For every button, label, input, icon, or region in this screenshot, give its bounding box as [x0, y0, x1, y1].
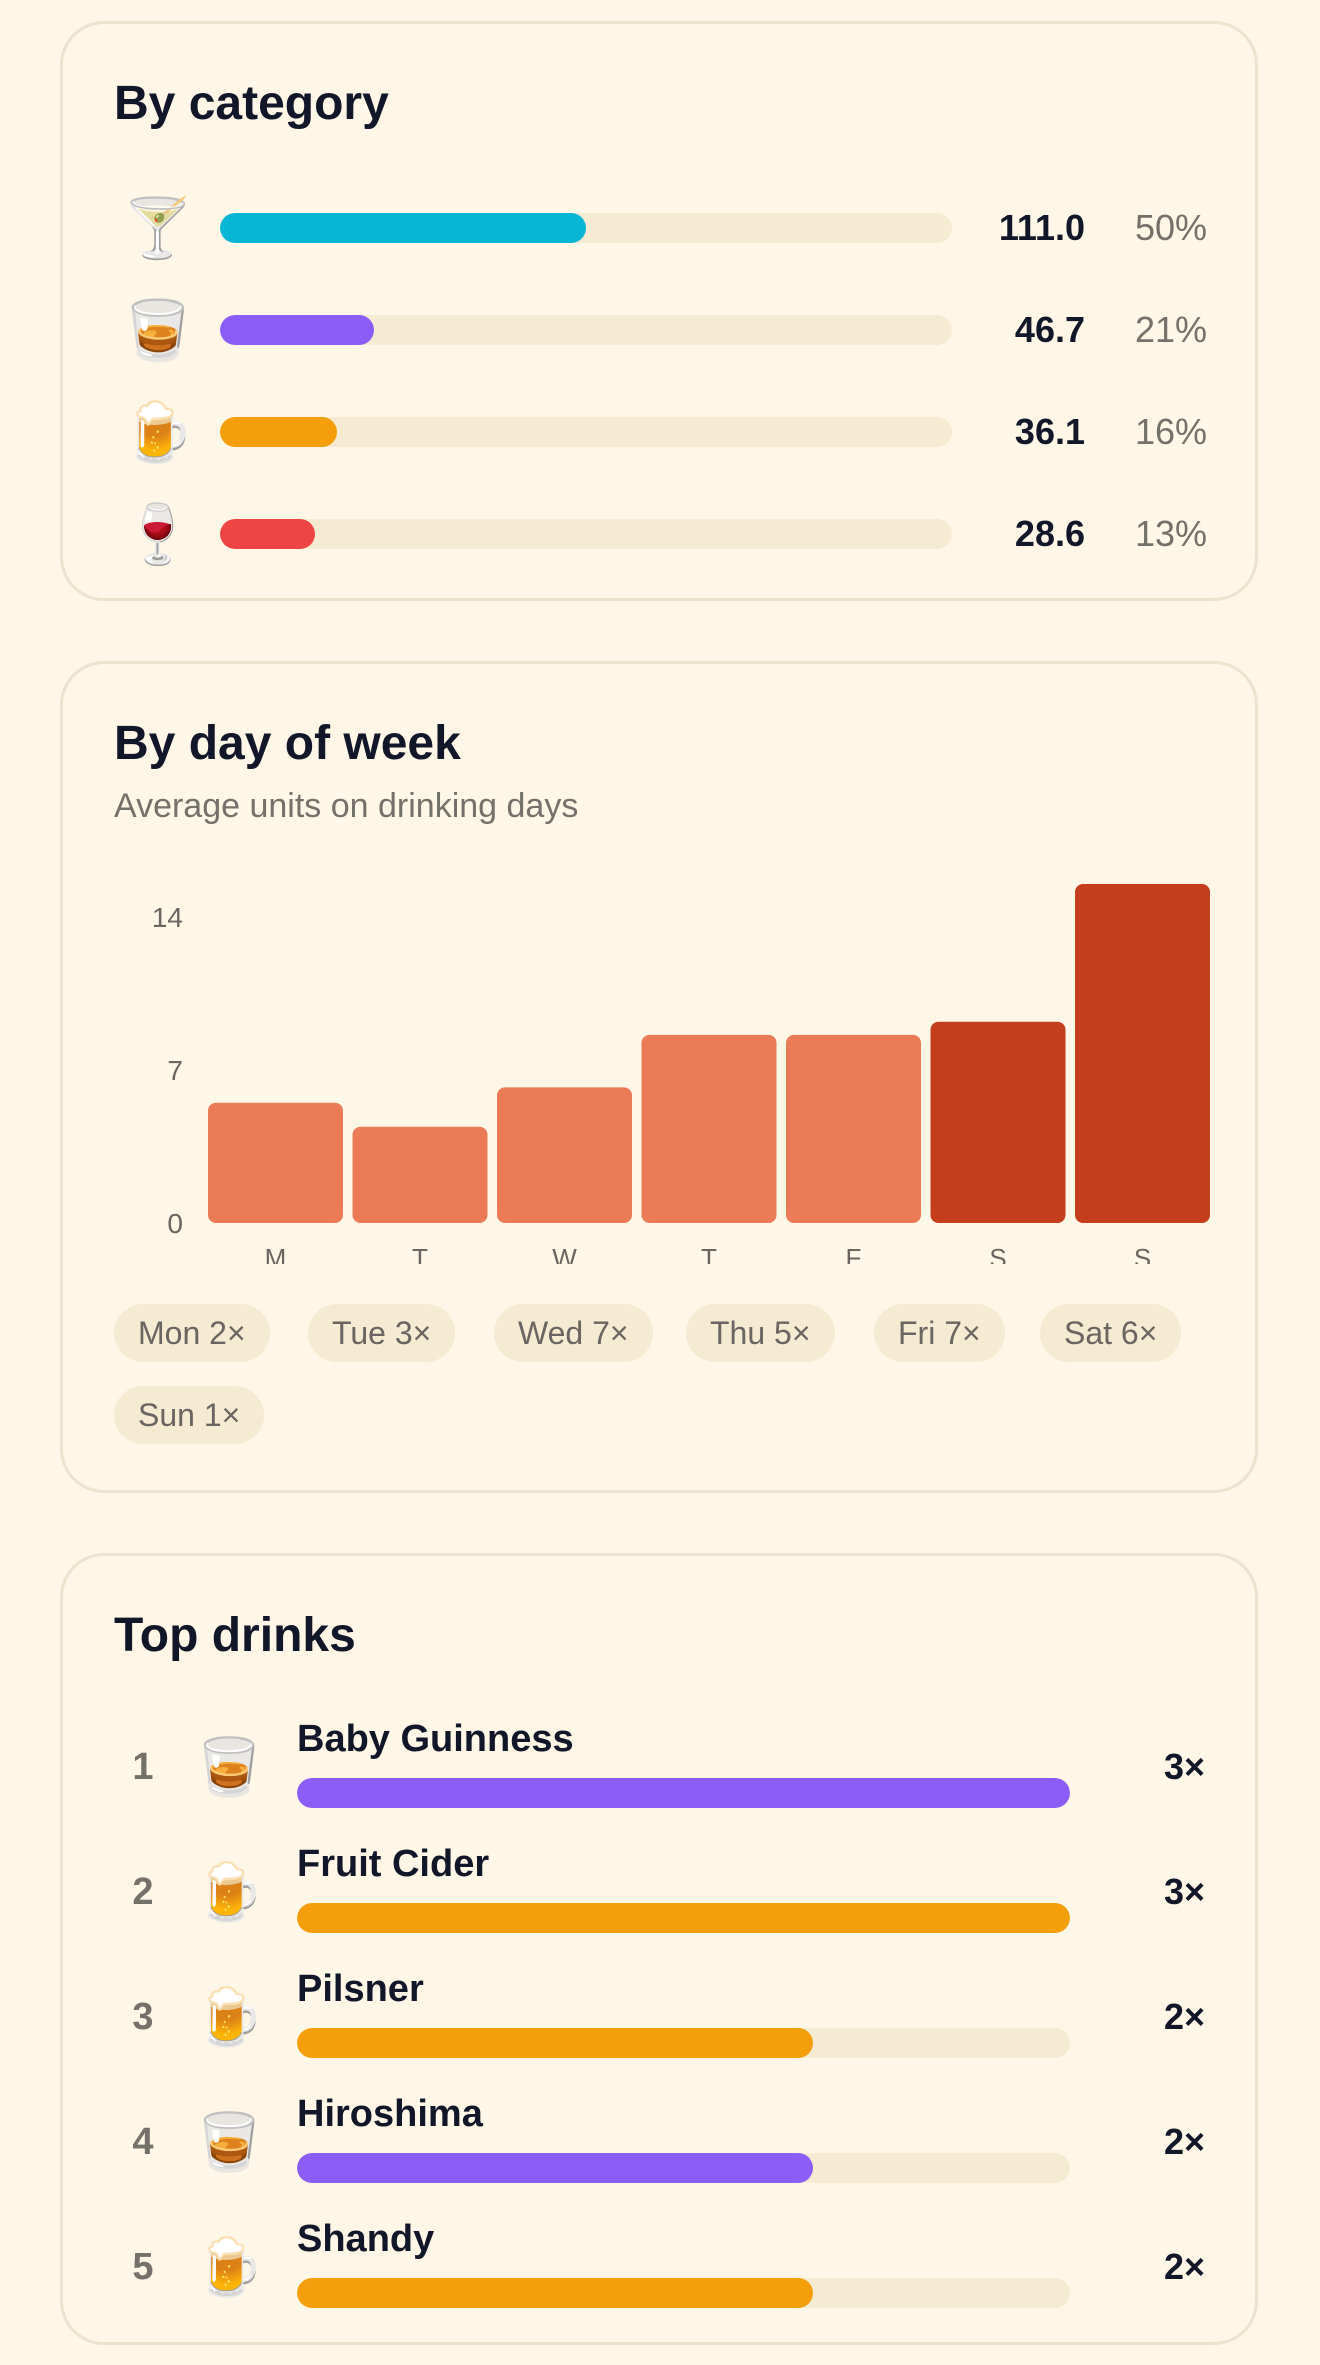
drink-name: Pilsner — [297, 1968, 424, 2010]
drink-count: 2× — [1163, 2246, 1205, 2287]
top-drink-row[interactable]: 1 🥃 Baby Guinness 3× — [63, 1706, 1255, 1816]
category-bar-track — [220, 315, 952, 345]
category-row: 🍷 28.6 13% — [63, 494, 1255, 574]
category-row: 🥃 46.7 21% — [63, 290, 1255, 370]
rank-number: 3 — [132, 1996, 154, 2038]
drink-bar-track — [297, 2028, 1070, 2058]
beer-mug-icon: 🍺 — [194, 1985, 264, 2050]
y-tick-label: 14 — [152, 902, 183, 933]
day-chip: Fri 7× — [874, 1304, 1005, 1362]
drink-bar-track — [297, 2278, 1070, 2308]
top-drinks-card: Top drinks 1 🥃 Baby Guinness 3× 2 🍺 Frui… — [60, 1553, 1258, 2345]
top-drink-row[interactable]: 3 🍺 Pilsner 2× — [63, 1956, 1255, 2066]
drink-bar-fill — [297, 1903, 1070, 1933]
category-row: 🍺 36.1 16% — [63, 392, 1255, 472]
day-bar — [208, 1102, 343, 1223]
drink-bar-fill — [297, 2278, 813, 2308]
whisky-tumbler-icon: 🥃 — [194, 1735, 264, 1800]
day-bar — [1075, 884, 1210, 1223]
drink-bar-track — [297, 2153, 1070, 2183]
category-bar-fill — [220, 519, 316, 549]
category-percent: 21% — [1134, 309, 1207, 350]
category-value: 46.7 — [1014, 309, 1085, 350]
day-chip: Mon 2× — [114, 1304, 270, 1362]
day-of-week-card: By day of week Average units on drinking… — [60, 661, 1258, 1493]
day-bar — [786, 1034, 921, 1223]
rank-number: 1 — [132, 1746, 154, 1788]
day-chip: Sat 6× — [1040, 1304, 1182, 1362]
day-chip: Wed 7× — [494, 1304, 653, 1362]
drink-bar-track — [297, 1778, 1070, 1808]
category-percent: 13% — [1134, 513, 1207, 554]
y-tick-label: 7 — [167, 1055, 183, 1086]
category-percent: 50% — [1134, 207, 1207, 248]
beer-mug-icon: 🍺 — [194, 2235, 264, 2300]
drink-name: Shandy — [297, 2218, 435, 2260]
x-tick-label: T — [412, 1243, 428, 1264]
category-value: 36.1 — [1014, 411, 1085, 452]
x-tick-label: W — [552, 1243, 577, 1264]
drink-bar-fill — [297, 2028, 813, 2058]
day-of-week-title: By day of week — [114, 717, 461, 770]
category-bar-fill — [220, 417, 338, 447]
x-tick-label: S — [1134, 1243, 1151, 1264]
rank-number: 5 — [132, 2246, 154, 2288]
wine-glass-icon: 🍷 — [121, 500, 195, 568]
day-chip: Sun 1× — [114, 1386, 265, 1444]
drink-name: Baby Guinness — [297, 1718, 574, 1760]
top-drink-row[interactable]: 2 🍺 Fruit Cider 3× — [63, 1831, 1255, 1941]
drink-count: 3× — [1163, 1746, 1205, 1787]
drink-bar-fill — [297, 1778, 1070, 1808]
category-bar-track — [220, 519, 952, 549]
day-chip: Thu 5× — [686, 1304, 835, 1362]
whisky-tumbler-icon: 🥃 — [121, 296, 195, 364]
category-bar-track — [220, 417, 952, 447]
y-tick-label: 0 — [167, 1208, 183, 1239]
rank-number: 4 — [132, 2121, 154, 2163]
drink-count: 2× — [1163, 1996, 1205, 2037]
top-drinks-title: Top drinks — [114, 1609, 356, 1662]
day-bar — [930, 1021, 1066, 1223]
day-of-week-subtitle: Average units on drinking days — [114, 787, 579, 825]
category-value: 28.6 — [1014, 513, 1085, 554]
day-bar — [352, 1126, 488, 1223]
category-value: 111.0 — [998, 207, 1085, 248]
drink-count: 3× — [1163, 1871, 1205, 1912]
drink-count: 2× — [1163, 2121, 1205, 2162]
x-tick-label: M — [265, 1243, 287, 1264]
category-title: By category — [114, 77, 389, 130]
top-drink-row[interactable]: 5 🍺 Shandy 2× — [63, 2206, 1255, 2316]
category-row: 🍸 111.0 50% — [63, 188, 1255, 268]
top-drink-row[interactable]: 4 🥃 Hiroshima 2× — [63, 2081, 1255, 2191]
category-percent: 16% — [1134, 411, 1207, 452]
day-bar — [641, 1034, 777, 1223]
whisky-tumbler-icon: 🥃 — [194, 2110, 264, 2175]
x-tick-label: F — [846, 1243, 862, 1264]
drink-bar-track — [297, 1903, 1070, 1933]
cocktail-icon: 🍸 — [121, 194, 195, 262]
day-chip: Tue 3× — [308, 1304, 456, 1362]
x-tick-label: S — [989, 1243, 1006, 1264]
day-of-week-bar-chart: 0 7 14 M T W T F S S — [152, 884, 1210, 1264]
category-card: By category 🍸 111.0 50% 🥃 46.7 21% 🍺 36.… — [60, 21, 1258, 601]
category-bar-track — [220, 213, 952, 243]
category-bar-fill — [220, 213, 586, 243]
beer-mug-icon: 🍺 — [121, 398, 195, 466]
category-bar-fill — [220, 315, 374, 345]
day-bar — [497, 1087, 632, 1223]
drink-name: Fruit Cider — [297, 1843, 490, 1885]
beer-mug-icon: 🍺 — [194, 1860, 264, 1925]
drink-name: Hiroshima — [297, 2093, 483, 2135]
x-tick-label: T — [701, 1243, 717, 1264]
drink-bar-fill — [297, 2153, 813, 2183]
rank-number: 2 — [132, 1871, 154, 1913]
